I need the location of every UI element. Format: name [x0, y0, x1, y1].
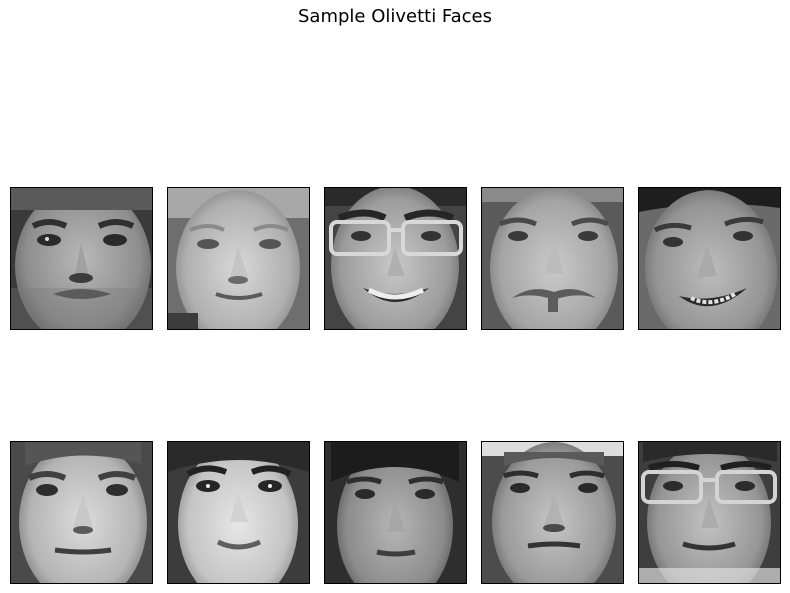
figure-title: Sample Olivetti Faces	[297, 6, 493, 27]
face-portrait-4	[482, 188, 623, 329]
face-image-7	[167, 441, 310, 584]
face-image-5	[638, 187, 781, 330]
face-image-1	[10, 187, 153, 330]
face-portrait-9	[482, 442, 623, 583]
face-portrait-6	[11, 442, 152, 583]
face-portrait-8	[325, 442, 466, 583]
face-portrait-10	[639, 442, 780, 583]
face-image-10	[638, 441, 781, 584]
face-portrait-1	[11, 188, 152, 329]
face-portrait-7	[168, 442, 309, 583]
face-portrait-5	[639, 188, 780, 329]
face-image-8	[324, 441, 467, 584]
face-portrait-3	[325, 188, 466, 329]
face-image-6	[10, 441, 153, 584]
face-portrait-2	[168, 188, 309, 329]
face-image-4	[481, 187, 624, 330]
face-image-3	[324, 187, 467, 330]
face-image-2	[167, 187, 310, 330]
face-image-9	[481, 441, 624, 584]
